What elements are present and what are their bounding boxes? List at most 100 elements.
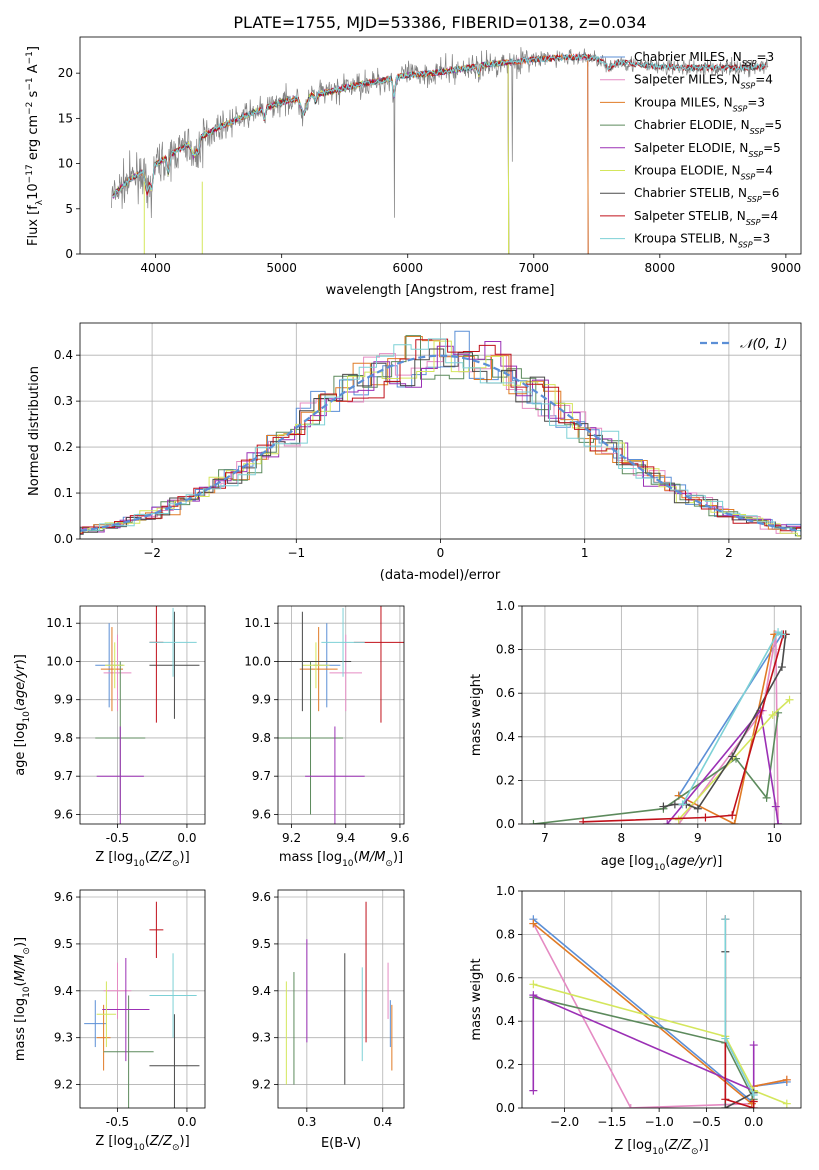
weight-marker bbox=[728, 752, 737, 761]
plot-area-age-vs-Z bbox=[95, 606, 200, 824]
x-tick-label: −1.0 bbox=[645, 1115, 674, 1129]
legend-label: Salpeter ELODIE, NSSP=5 bbox=[634, 141, 781, 159]
y-tick-label: 9.4 bbox=[54, 984, 73, 998]
plot-area-mass-weight-vs-age bbox=[529, 628, 794, 824]
weight-marker bbox=[701, 813, 710, 822]
legend-label: 𝒩(0, 1) bbox=[740, 337, 787, 352]
x-tick-label: 8000 bbox=[645, 261, 676, 275]
x-tick-label: −0.5 bbox=[692, 1115, 721, 1129]
plot-area-residuals bbox=[80, 330, 801, 537]
y-tick-label: 9.5 bbox=[54, 937, 73, 951]
legend-label: Chabrier ELODIE, NSSP=5 bbox=[634, 118, 782, 136]
legend-label: Salpeter STELIB, NSSP=4 bbox=[634, 209, 778, 227]
x-tick-label: 7 bbox=[541, 831, 549, 845]
axes-frame bbox=[277, 889, 405, 1109]
weight-marker bbox=[771, 802, 780, 811]
x-tick-label: −2.0 bbox=[550, 1115, 579, 1129]
x-tick-label: 6000 bbox=[392, 261, 423, 275]
x-axis-label: (data-model)/error bbox=[380, 568, 501, 583]
y-tick-label: 0.2 bbox=[54, 440, 73, 454]
x-tick-label: 5000 bbox=[266, 261, 297, 275]
chart-mass-weight-vs-Z: −2.0 −1.5 −1.0 −0.5 0.0 0.0 0.2 0.4 0.6 0.8 1.0 Z [… bbox=[469, 884, 802, 1157]
y-tick-label: 0.8 bbox=[496, 643, 515, 657]
weight-line-salpeter-stelib bbox=[583, 634, 785, 823]
weight-line-chabrier-miles bbox=[678, 633, 783, 797]
weight-marker bbox=[774, 820, 783, 824]
spectrum-data-line bbox=[111, 47, 769, 219]
x-tick-label: 0.4 bbox=[373, 1115, 392, 1129]
y-axis-label: age [log10(age/yr)] bbox=[13, 654, 32, 776]
axes-frame bbox=[79, 36, 802, 255]
y-tick-label: 10.0 bbox=[46, 654, 73, 668]
x-tick-label: 1 bbox=[581, 546, 589, 560]
weight-marker bbox=[529, 991, 538, 1000]
y-tick-label: 9.5 bbox=[252, 937, 271, 951]
plot-area-mass-weight-vs-Z bbox=[529, 915, 791, 1108]
x-tick-label: −1.5 bbox=[597, 1115, 626, 1129]
chart-age-vs-mass: 9.2 9.4 9.6 9.6 9.7 9.8 9.9 10.0 10.1 mass [log10… bbox=[244, 605, 409, 869]
legend-label: Kroupa STELIB, NSSP=3 bbox=[634, 232, 770, 250]
y-tick-label: 1.0 bbox=[496, 599, 515, 613]
x-tick-label: 0.3 bbox=[297, 1115, 316, 1129]
weight-marker bbox=[782, 1075, 791, 1084]
chart-mass-vs-Z: -0.5 0.0 9.2 9.3 9.4 9.5 9.6 Z [log10(Z/Z⊙)] mas… bbox=[13, 889, 206, 1153]
weight-marker bbox=[674, 815, 683, 824]
weight-marker bbox=[762, 793, 771, 802]
y-tick-label: 0.4 bbox=[496, 1014, 515, 1028]
weight-marker bbox=[721, 915, 730, 924]
x-axis-label: E(B-V) bbox=[321, 1136, 361, 1151]
y-tick-label: 5 bbox=[65, 202, 73, 216]
chart-age-vs-Z: -0.5 0.0 9.6 9.7 9.8 9.9 10.0 10.1 Z [log10(Z/Z⊙… bbox=[13, 605, 206, 869]
axes-frame bbox=[79, 322, 802, 540]
x-tick-label: 7000 bbox=[519, 261, 550, 275]
model-line-kroupa-stelib bbox=[112, 53, 767, 198]
weight-line-kroupa-elodie bbox=[533, 983, 788, 1105]
weight-marker bbox=[777, 663, 786, 672]
weight-marker bbox=[777, 630, 786, 639]
x-axis-label: wavelength [Angstrom, rest frame] bbox=[326, 283, 555, 298]
legend-label: Chabrier STELIB, NSSP=6 bbox=[634, 186, 779, 204]
x-tick-label: 9.4 bbox=[336, 831, 355, 845]
y-tick-label: 9.9 bbox=[54, 693, 73, 707]
weight-marker bbox=[529, 919, 538, 928]
weight-marker bbox=[693, 804, 702, 813]
y-tick-label: 9.8 bbox=[54, 731, 73, 745]
x-tick-label: 0.0 bbox=[177, 1115, 196, 1129]
y-tick-label: 0.0 bbox=[496, 817, 515, 831]
y-tick-label: 0.2 bbox=[496, 773, 515, 787]
plot-area-spectrum bbox=[111, 47, 769, 254]
y-tick-label: 9.3 bbox=[252, 1031, 271, 1045]
x-tick-label: 9000 bbox=[771, 261, 802, 275]
y-tick-label: 9.6 bbox=[54, 807, 73, 821]
x-tick-label: 9 bbox=[694, 831, 702, 845]
weight-marker bbox=[529, 820, 538, 824]
weight-marker bbox=[529, 1086, 538, 1095]
y-tick-label: 10.1 bbox=[244, 616, 271, 630]
x-axis-label: Z [log10(Z/Z⊙)] bbox=[95, 850, 189, 869]
legend: Chabrier MILES, NSSP=3 Salpeter MILES, NS… bbox=[600, 50, 782, 249]
weight-marker bbox=[721, 1104, 730, 1108]
axes-frame bbox=[521, 890, 802, 1109]
axes-frame bbox=[79, 889, 206, 1109]
weight-marker bbox=[749, 1041, 758, 1050]
y-tick-label: 1.0 bbox=[496, 884, 515, 898]
x-tick-label: 8 bbox=[618, 831, 626, 845]
y-tick-label: 0.4 bbox=[496, 730, 515, 744]
y-tick-label: 9.7 bbox=[54, 769, 73, 783]
y-tick-label: 9.4 bbox=[252, 984, 271, 998]
y-tick-label: 0.8 bbox=[496, 927, 515, 941]
y-tick-label: 0.0 bbox=[496, 1101, 515, 1115]
y-tick-label: 9.6 bbox=[54, 890, 73, 904]
y-tick-label: 10 bbox=[58, 157, 73, 171]
chart-residuals: −2 −1 0 1 2 0.0 0.1 0.2 0.3 0.4 𝒩(0, 1) (data-model… bbox=[27, 322, 802, 583]
y-tick-label: 9.2 bbox=[54, 1078, 73, 1092]
y-tick-label: 0.1 bbox=[54, 486, 73, 500]
weight-marker bbox=[579, 817, 588, 824]
weight-marker bbox=[749, 1090, 758, 1099]
x-axis-label: mass [log10(M/M⊙)] bbox=[279, 850, 403, 869]
weight-line-salpeter-miles bbox=[678, 634, 779, 824]
plot-area-age-vs-mass bbox=[278, 606, 404, 824]
y-tick-label: 0.3 bbox=[54, 394, 73, 408]
